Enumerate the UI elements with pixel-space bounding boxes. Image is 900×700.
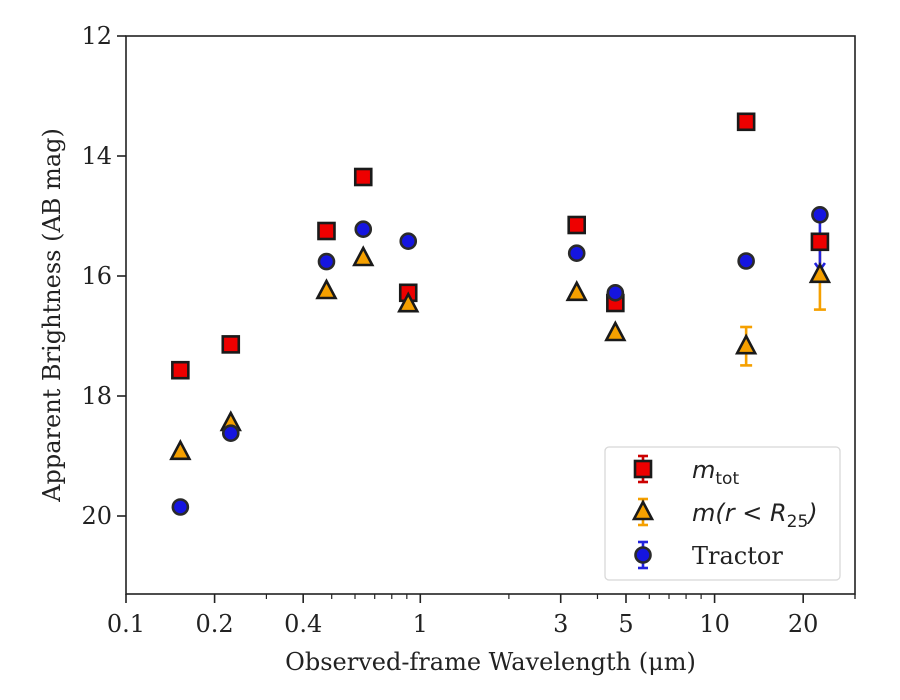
x-axis-label: Observed-frame Wavelength (μm): [285, 648, 696, 676]
y-tick-label: 12: [81, 22, 112, 50]
legend-label-subscript: tot: [715, 469, 739, 489]
legend-label: mtot: [692, 456, 739, 489]
triangle-point: [734, 333, 758, 355]
legend-circle-marker: [634, 546, 652, 564]
square-point: [317, 221, 336, 241]
triangle-point: [808, 262, 832, 284]
circle-point: [171, 498, 190, 516]
legend: mtot m(r < R25) Tractor: [604, 446, 841, 581]
x-tick-label: 0.1: [107, 610, 145, 638]
circle-point: [567, 244, 586, 262]
square-point: [736, 112, 756, 132]
square-point: [171, 360, 190, 380]
circle-point: [811, 206, 829, 224]
y-tick-label: 16: [81, 262, 112, 290]
square-point: [353, 167, 373, 187]
circle-point: [399, 232, 418, 250]
legend-label-subscript: 25: [787, 512, 809, 532]
x-tick-label: 3: [553, 610, 568, 638]
triangle-point: [604, 320, 627, 342]
data-markers: [169, 112, 832, 516]
y-axis-ticks: 12 14 16 18 20: [81, 22, 126, 530]
square-point: [221, 335, 241, 354]
x-tick-label: 5: [618, 610, 633, 638]
plot-frame: [125, 35, 856, 595]
legend-label: m(r < R25): [692, 499, 818, 532]
y-tick-label: 20: [81, 502, 112, 530]
legend-triangle-marker: [631, 499, 655, 521]
legend-box: [604, 446, 841, 581]
y-tick-label: 14: [81, 142, 112, 170]
circle-point: [737, 252, 755, 270]
x-tick-label: 10: [699, 610, 730, 638]
legend-square-marker: [633, 459, 653, 479]
legend-label: Tractor: [692, 542, 783, 570]
triangle-point: [352, 245, 375, 267]
legend-label-main: m(r < R: [692, 499, 787, 527]
x-tick-label: 20: [788, 610, 819, 638]
triangle-point: [565, 280, 588, 302]
circle-point: [317, 252, 336, 271]
triangle-point: [397, 291, 420, 313]
y-tick-label: 18: [81, 382, 112, 410]
circle-point: [221, 424, 240, 443]
y-axis-label: Apparent Brightness (AB mag): [38, 128, 66, 503]
x-axis-ticks: 0.1 0.2 0.4 1 3 5 10 20: [107, 594, 856, 638]
legend-label-main: Tractor: [692, 542, 783, 570]
x-tick-label: 0.2: [196, 610, 234, 638]
circle-point: [354, 220, 373, 238]
legend-label-main: m: [692, 456, 715, 484]
triangle-point: [169, 439, 192, 461]
x-tick-label: 0.4: [284, 610, 322, 638]
square-point: [567, 215, 587, 235]
triangle-point: [315, 278, 338, 300]
square-point: [810, 232, 830, 252]
legend-label-suffix: ): [806, 499, 817, 527]
x-tick-label: 1: [413, 610, 428, 638]
circle-point: [606, 283, 625, 302]
